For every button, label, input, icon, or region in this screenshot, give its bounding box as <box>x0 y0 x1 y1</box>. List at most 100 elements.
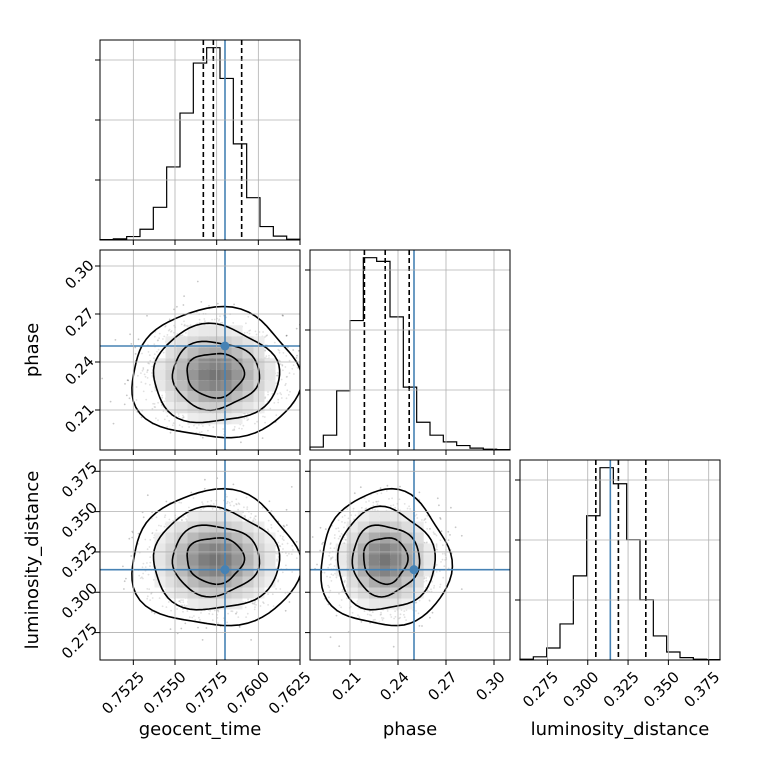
joint-geocent_time-phase-point <box>161 394 164 397</box>
joint-geocent_time-phase-point <box>178 424 181 427</box>
joint-geocent_time-luminosity_distance-point <box>153 612 156 615</box>
joint-geocent_time-phase-point <box>213 318 216 321</box>
joint-geocent_time-luminosity_distance-point <box>290 486 293 488</box>
joint-geocent_time-phase-point <box>280 378 283 381</box>
joint-geocent_time-phase-point <box>247 315 250 318</box>
joint-geocent_time-phase-point <box>127 379 130 382</box>
joint-geocent_time-phase-point <box>285 397 288 400</box>
joint-geocent_time-phase-point <box>163 418 166 421</box>
joint-geocent_time-luminosity_distance-point <box>190 491 193 494</box>
joint-geocent_time-phase-point <box>233 303 236 306</box>
joint-geocent_time-phase-point <box>140 372 142 374</box>
joint-geocent_time-phase-point <box>181 426 184 428</box>
joint-geocent_time-phase-point <box>153 406 156 408</box>
joint-geocent_time-phase-point <box>162 351 165 354</box>
joint-geocent_time-phase-point <box>281 314 284 317</box>
joint-geocent_time-phase-point <box>155 457 157 459</box>
joint-geocent_time-phase-point <box>149 359 152 362</box>
joint-geocent_time-phase-point <box>269 407 272 410</box>
joint-geocent_time-phase-point <box>246 331 249 334</box>
joint-geocent_time-phase-point <box>151 390 153 393</box>
joint-geocent_time-phase-point <box>137 374 139 377</box>
joint-geocent_time-phase-point <box>172 422 175 425</box>
joint-geocent_time-luminosity_distance-point <box>268 500 271 503</box>
joint-geocent_time-phase-point <box>170 330 172 333</box>
joint-geocent_time-phase-point <box>156 339 159 342</box>
joint-geocent_time-phase-point <box>281 364 284 366</box>
joint-geocent_time-phase-point <box>166 426 169 428</box>
hist-geocent_time-frame <box>99 39 301 241</box>
joint-geocent_time-phase-point <box>281 364 284 367</box>
joint-geocent_time-phase-point <box>196 280 199 283</box>
joint-geocent_time-phase-point <box>232 322 235 324</box>
joint-geocent_time-phase-point <box>207 429 209 432</box>
joint-geocent_time-phase-point <box>286 389 289 392</box>
joint-geocent_time-phase-point <box>280 393 283 396</box>
joint-geocent_time-phase-point <box>263 416 266 418</box>
joint-geocent_time-phase-point <box>101 377 104 380</box>
joint-geocent_time-phase-point <box>233 428 236 430</box>
joint-geocent_time-phase-point <box>153 357 155 360</box>
joint-geocent_time-phase-point <box>262 415 264 418</box>
joint-geocent_time-phase-point <box>254 422 256 425</box>
joint-geocent_time-phase-point <box>276 392 279 395</box>
joint-geocent_time-phase-point <box>180 323 183 326</box>
joint-geocent_time-phase-point <box>264 349 266 352</box>
joint-geocent_time-phase-point <box>240 441 242 444</box>
joint-geocent_time-luminosity_distance-point <box>123 580 126 583</box>
joint-geocent_time-phase-point <box>242 424 245 427</box>
hist-panel-geocent_time <box>99 40 301 241</box>
joint-geocent_time-phase-point <box>123 403 126 406</box>
joint-geocent_time-phase-point <box>264 396 267 399</box>
joint-geocent_time-phase-point <box>268 354 270 357</box>
joint-geocent_time-phase-point <box>297 349 300 352</box>
joint-geocent_time-phase-point <box>151 365 154 368</box>
joint-geocent_time-phase-point <box>265 355 268 357</box>
joint-geocent_time-luminosity_distance-point <box>180 627 183 630</box>
joint-geocent_time-phase-point <box>278 351 281 354</box>
joint-geocent_time-luminosity_distance-point <box>288 601 291 603</box>
joint-geocent_time-luminosity_distance-point <box>204 478 206 481</box>
hist-luminosity_distance-frame <box>519 459 721 661</box>
joint-geocent_time-phase-point <box>141 369 144 372</box>
joint-geocent_time-phase-point <box>188 426 191 428</box>
joint-geocent_time-phase-point <box>146 314 148 317</box>
joint-geocent_time-phase-point <box>164 325 167 328</box>
joint-geocent_time-phase-point <box>280 397 283 399</box>
joint-geocent_time-phase-point <box>162 338 164 340</box>
joint-geocent_time-phase-point <box>143 373 146 376</box>
joint-geocent_time-luminosity_distance-point <box>304 574 306 576</box>
joint-geocent_time-luminosity_distance-point <box>201 639 204 641</box>
joint-geocent_time-phase-point <box>129 333 132 336</box>
joint-geocent_time-phase-point <box>163 335 166 338</box>
joint-geocent_time-phase-point <box>157 401 160 404</box>
joint-geocent_time-phase-point <box>243 417 246 420</box>
joint-geocent_time-phase-point <box>282 369 284 372</box>
joint-geocent_time-phase-point <box>196 322 199 325</box>
joint-geocent_time-phase-point <box>162 410 165 413</box>
joint-geocent_time-phase-point <box>166 415 169 417</box>
joint-geocent_time-phase-point <box>130 343 133 345</box>
joint-geocent_time-luminosity_distance-point <box>142 516 145 519</box>
joint-geocent_time-phase-point <box>243 332 246 334</box>
joint-geocent_time-phase-point <box>273 341 276 344</box>
joint-geocent_time-phase-point <box>249 329 252 332</box>
joint-geocent_time-luminosity_distance-point <box>295 540 298 543</box>
joint-geocent_time-phase-point <box>275 382 278 385</box>
joint-geocent_time-luminosity_distance-point <box>232 483 235 486</box>
joint-geocent_time-phase-point <box>198 431 201 434</box>
joint-geocent_time-phase-point <box>278 349 281 352</box>
joint-geocent_time-phase-point <box>156 350 158 353</box>
joint-geocent_time-phase-point <box>254 330 257 333</box>
joint-geocent_time-phase-point <box>273 402 276 404</box>
joint-geocent_time-luminosity_distance-point <box>184 622 187 625</box>
joint-geocent_time-phase-point <box>144 382 147 385</box>
joint-geocent_time-phase-point <box>292 349 295 351</box>
joint-geocent_time-phase-point <box>163 400 166 403</box>
joint-geocent_time-phase-point <box>222 428 225 430</box>
joint-geocent_time-phase-point <box>279 392 282 394</box>
joint-geocent_time-phase-point <box>241 427 243 430</box>
joint-geocent_time-phase-point <box>277 398 280 401</box>
joint-geocent_time-phase-point <box>277 374 279 377</box>
joint-geocent_time-phase-point <box>180 334 183 337</box>
